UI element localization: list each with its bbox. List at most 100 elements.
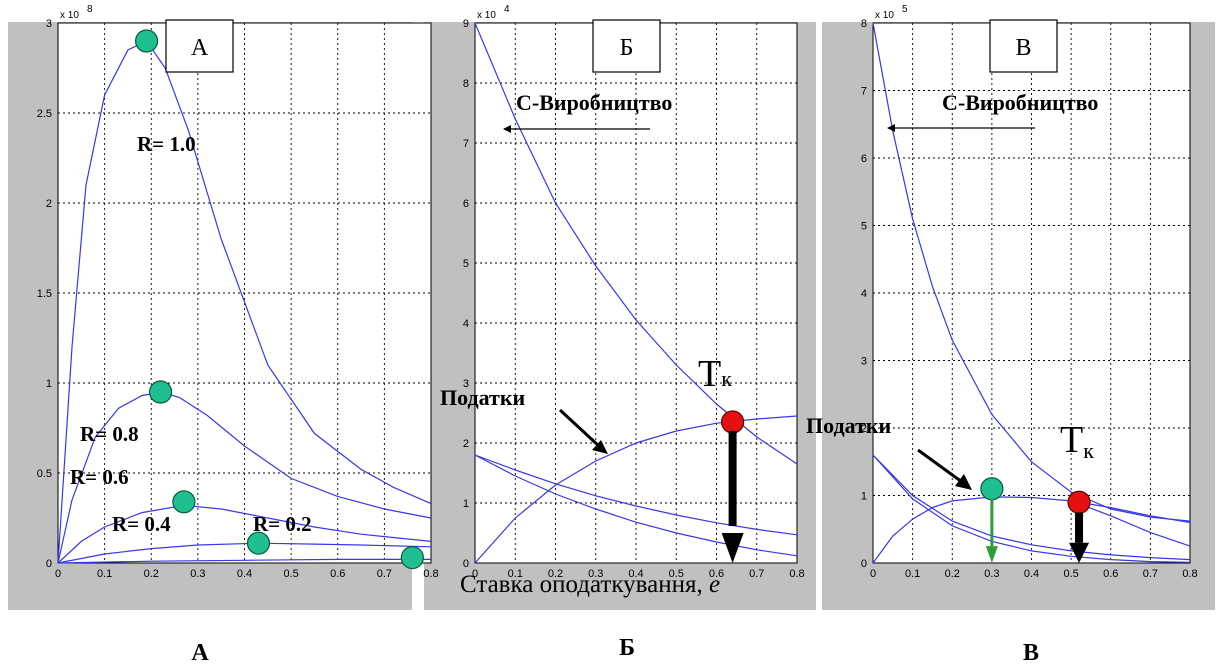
panel-v-taxes-label: Податки bbox=[806, 413, 892, 438]
panel-v-ytick: 0 bbox=[861, 558, 867, 570]
panel-b-ytick: 2 bbox=[463, 438, 469, 450]
panel-v-marker-0 bbox=[980, 477, 1004, 501]
panel-a-series-3 bbox=[57, 542, 432, 564]
panel-b-ytick: 1 bbox=[463, 498, 469, 510]
panel-a-xtick: 0.5 bbox=[283, 568, 298, 580]
panel-v-xtick: 0.6 bbox=[1103, 568, 1118, 580]
panel-b-xtick: 0.5 bbox=[669, 568, 684, 580]
panel-a-ytick: 2 bbox=[46, 198, 52, 210]
panel-b-ytick: 8 bbox=[463, 78, 469, 90]
panel-a-series-1 bbox=[57, 391, 432, 564]
panel-v-marker-1 bbox=[1067, 490, 1091, 514]
panel-v-title-box: В bbox=[989, 19, 1058, 73]
panel-v-series-2 bbox=[872, 454, 1191, 561]
panel-v-ytick: 7 bbox=[861, 86, 867, 98]
panel-v-tk-label: Tк bbox=[1060, 419, 1094, 463]
panel-a-xtick: 0.7 bbox=[377, 568, 392, 580]
panel-a-title: А bbox=[191, 35, 209, 61]
panel-a-xtick: 0.3 bbox=[190, 568, 205, 580]
panel-b-tk-down-arrowhead bbox=[721, 533, 744, 563]
panel-b-xtick: 0.2 bbox=[548, 568, 563, 580]
panel-b-xlabel: Ставка оподаткування, e bbox=[460, 571, 720, 598]
panel-b-xtick: 0 bbox=[472, 568, 478, 580]
panel-b-taxes-arrowhead bbox=[592, 440, 608, 454]
panel-a-ytick: 1.5 bbox=[37, 288, 52, 300]
panel-b-series-2 bbox=[474, 454, 798, 536]
panel-v-xtick: 0.3 bbox=[984, 568, 999, 580]
panel-v-ytick: 5 bbox=[861, 221, 867, 233]
panel-b-xtick: 0.1 bbox=[508, 568, 523, 580]
panel-v-green-arrowhead bbox=[985, 546, 998, 563]
panel-b-taxes-label: Податки bbox=[440, 385, 526, 410]
panel-b-ytick: 5 bbox=[463, 258, 469, 270]
panel-v-series-4 bbox=[1070, 500, 1191, 547]
panel-v-title: В bbox=[1015, 35, 1031, 61]
panel-v-xtick: 0.2 bbox=[945, 568, 960, 580]
panel-v-ytick: 4 bbox=[861, 288, 867, 300]
panel-v-production-label: С-Виробництво bbox=[942, 90, 1098, 115]
panel-b-series-3 bbox=[474, 454, 798, 557]
panel-b-xtick: 0.6 bbox=[709, 568, 724, 580]
panel-a-rlabel-2: R= 0.6 bbox=[70, 465, 129, 489]
panel-v-ytick: 6 bbox=[861, 153, 867, 165]
panel-v-tk-down-arrow bbox=[1075, 512, 1084, 543]
panel-b-xtick: 0.8 bbox=[789, 568, 804, 580]
panel-b-ytick: 0 bbox=[463, 558, 469, 570]
caption-b: Б bbox=[619, 635, 635, 661]
chart-panel-v: 0 0.1 0.2 0.3 0.4 0.5 0.6 0.7 0.8 0 1 2 3 4 5 6 7 8 x 10 5 bbox=[861, 4, 1198, 580]
panel-a-series-0 bbox=[57, 40, 432, 564]
panel-b-scale: x 10 bbox=[477, 10, 496, 21]
panel-a-marker-0 bbox=[134, 29, 159, 53]
panel-v-green-arrow bbox=[990, 498, 994, 547]
panel-v-scale: x 10 bbox=[875, 10, 894, 21]
chart-panel-a: 0 0.1 0.2 0.3 0.4 0.5 0.6 0.7 0.8 0 0.5 1 1.5 2 2.5 3 x … bbox=[37, 4, 439, 580]
panel-a-scale: x 10 bbox=[60, 10, 79, 21]
annotation-layer: R= 1.0 R= 0.8 R= 0.6 R= 0.4 R= 0.2 bbox=[70, 29, 1091, 570]
panel-a-marker-3 bbox=[246, 531, 271, 555]
panel-b-ytick: 9 bbox=[463, 18, 469, 30]
panel-b-ytick: 6 bbox=[463, 198, 469, 210]
panel-v-ytick: 2 bbox=[861, 423, 867, 435]
panel-b-xtick: 0.7 bbox=[749, 568, 764, 580]
panel-v-xtick: 0 bbox=[870, 568, 876, 580]
panel-v-taxes-arrow bbox=[917, 448, 963, 484]
panel-v-xtick: 0.4 bbox=[1024, 568, 1039, 580]
panel-a-rlabel-0: R= 1.0 bbox=[137, 132, 196, 156]
panel-a-xtick: 0.4 bbox=[237, 568, 252, 580]
panel-b-marker-0 bbox=[720, 410, 745, 434]
panel-a-marker-4 bbox=[400, 545, 424, 570]
panel-v-xtick: 0.1 bbox=[905, 568, 920, 580]
panel-a-ytick: 1 bbox=[46, 378, 52, 390]
panel-a-xtick: 0.8 bbox=[423, 568, 438, 580]
panel-v-ytick: 1 bbox=[861, 491, 867, 503]
panel-v-scale-exp: 5 bbox=[902, 4, 908, 15]
panel-a-rlabel-4: R= 0.2 bbox=[253, 512, 312, 536]
panel-v-xtick: 0.8 bbox=[1182, 568, 1197, 580]
panel-v-ytick: 8 bbox=[861, 18, 867, 30]
panel-v-xtick: 0.5 bbox=[1063, 568, 1078, 580]
panel-b-ytick: 4 bbox=[463, 318, 469, 330]
panel-a-scale-exp: 8 bbox=[87, 4, 93, 15]
panel-b-taxes-arrow bbox=[558, 408, 602, 449]
panel-b-ytick: 3 bbox=[463, 378, 469, 390]
panel-a-xtick: 0.1 bbox=[97, 568, 112, 580]
panel-v-tk-down-arrowhead bbox=[1069, 542, 1090, 563]
panel-v-series-3 bbox=[872, 454, 1191, 563]
panel-b-tk-label: Tк bbox=[698, 353, 732, 395]
plot-layer: 0 0.1 0.2 0.3 0.4 0.5 0.6 0.7 0.8 0 0.5 1 1.5 2 2.5 3 x … bbox=[37, 4, 1198, 580]
panel-a-ytick: 0 bbox=[46, 558, 52, 570]
panel-v-series-0 bbox=[872, 22, 1191, 522]
caption-a: А bbox=[191, 640, 209, 666]
panel-a-ytick: 0.5 bbox=[37, 468, 52, 480]
panel-b-ytick: 7 bbox=[463, 138, 469, 150]
panel-a-series-2 bbox=[57, 504, 432, 564]
panel-a-xtick: 0.2 bbox=[144, 568, 159, 580]
panel-a-marker-2 bbox=[172, 490, 196, 514]
panel-a-xtick: 0 bbox=[55, 568, 61, 580]
panel-b-scale-exp: 4 bbox=[504, 4, 510, 15]
panel-a-rlabel-3: R= 0.4 bbox=[112, 512, 171, 536]
panel-a-rlabel-1: R= 0.8 bbox=[80, 422, 139, 446]
panel-v-xtick: 0.7 bbox=[1143, 568, 1158, 580]
panel-a-ytick: 3 bbox=[46, 18, 52, 30]
